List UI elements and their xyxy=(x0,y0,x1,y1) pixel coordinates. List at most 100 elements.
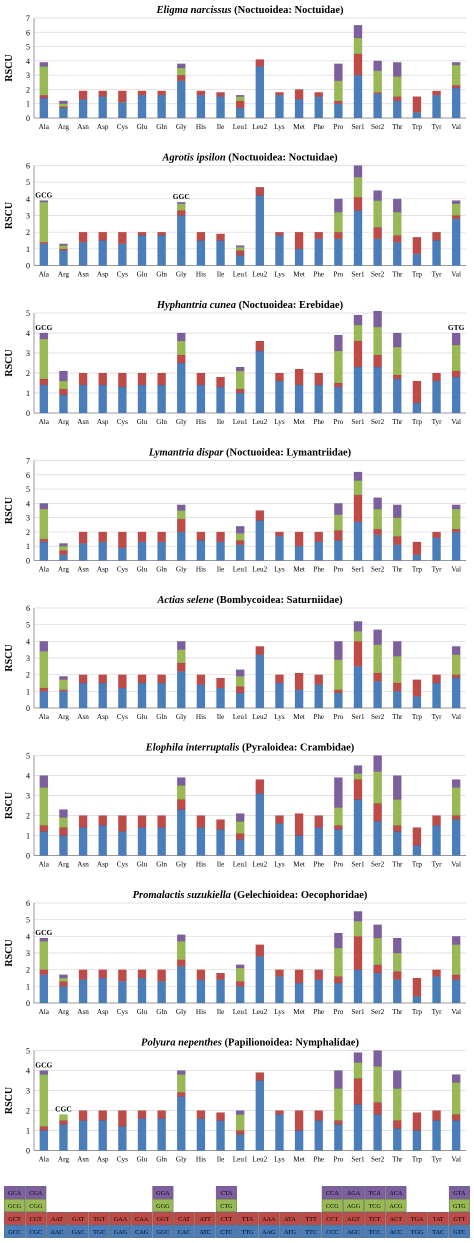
x-tick-label: Pro xyxy=(333,713,343,721)
bar-segment-tyr-2 xyxy=(432,969,441,977)
bar-segment-tyr-1 xyxy=(432,825,441,856)
codon-legend-label: AAC xyxy=(50,1229,63,1236)
bar-segment-phe-2 xyxy=(314,92,324,97)
codon-legend-cell xyxy=(215,1212,237,1225)
codon-legend-label: TCG xyxy=(368,1203,381,1210)
bar-segment-gly-4 xyxy=(176,202,186,204)
bar-segment-ala-2 xyxy=(39,1126,49,1131)
bar-segment-trp-2 xyxy=(412,827,422,846)
bar-segment-ser2-1 xyxy=(373,366,382,414)
bar-segment-gly-3 xyxy=(176,941,186,960)
bar-segment-asp-2 xyxy=(98,1110,108,1121)
y-tick-label: 3 xyxy=(26,514,30,523)
codon-legend-label: ACG xyxy=(389,1203,403,1210)
bar-segment-glu-1 xyxy=(137,94,147,119)
x-tick-label: Asp xyxy=(97,271,109,279)
bar-segment-arg-1 xyxy=(59,107,68,119)
bar-segment-leu1-3 xyxy=(235,247,245,251)
x-tick-label: Cys xyxy=(117,123,128,131)
y-tick-label: 6 xyxy=(26,471,30,480)
x-tick-label: Ile xyxy=(217,418,225,426)
bar-segment-arg-3 xyxy=(59,103,68,107)
x-tick-label: Ala xyxy=(39,713,50,721)
bar-segment-pro-3 xyxy=(334,1088,343,1121)
x-tick-label: His xyxy=(196,1156,206,1164)
codon-legend-label: CAG xyxy=(135,1229,149,1236)
bar-segment-ala-2 xyxy=(39,378,49,386)
y-tick-label: 4 xyxy=(26,57,30,66)
bar-segment-val-4 xyxy=(451,200,461,204)
bar-segment-val-3 xyxy=(451,1082,461,1115)
x-tick-label: Gln xyxy=(156,123,167,131)
codon-legend-label: GAG xyxy=(114,1229,128,1236)
bar-segment-ala-1 xyxy=(39,97,49,119)
bar-segment-gly-4 xyxy=(176,332,186,342)
bar-segment-asn-1 xyxy=(78,384,88,414)
chart-panel: Promalactis suzukiella (Gelechioidea: Oe… xyxy=(4,890,466,1016)
x-tick-label: Phe xyxy=(313,271,324,279)
bar-segment-met-2 xyxy=(294,368,304,386)
bar-segment-leu1-1 xyxy=(235,392,245,414)
bar-segment-leu1-3 xyxy=(235,821,245,834)
bar-segment-thr-3 xyxy=(392,212,402,236)
bar-segment-gly-3 xyxy=(176,785,186,800)
codon-legend-label: AGC xyxy=(347,1229,360,1236)
x-tick-label: Ser2 xyxy=(371,418,385,426)
bar-segment-ser1-3 xyxy=(353,631,363,642)
bar-segment-tyr-1 xyxy=(432,94,441,119)
bar-segment-glu-2 xyxy=(137,815,147,828)
bar-segment-asn-1 xyxy=(78,682,88,709)
bar-segment-arg-3 xyxy=(59,977,68,982)
bar-segment-arg-2 xyxy=(59,248,68,251)
bar-segment-met-1 xyxy=(294,384,304,414)
bar-segment-arg-4 xyxy=(59,543,68,547)
x-tick-label: Tyr xyxy=(432,1156,442,1164)
y-tick-label: 4 xyxy=(26,329,30,338)
bar-segment-leu1-3 xyxy=(235,96,245,102)
bar-segment-thr-4 xyxy=(392,1070,402,1089)
bar-segment-val-3 xyxy=(451,654,461,675)
bar-segment-val-4 xyxy=(451,332,461,346)
bar-segment-asp-2 xyxy=(98,90,108,97)
bar-segment-thr-1 xyxy=(392,378,402,414)
bar-segment-ala-2 xyxy=(39,687,49,692)
bar-segment-val-2 xyxy=(451,974,461,980)
bar-segment-gly-2 xyxy=(176,518,186,533)
bar-segment-ser1-3 xyxy=(353,177,363,198)
chart-title: Actias selene (Bombycoidea: Saturniidae) xyxy=(156,595,343,606)
bar-segment-ser2-3 xyxy=(373,771,382,804)
x-tick-label: Ser1 xyxy=(351,271,365,279)
bar-segment-lys-2 xyxy=(275,1110,284,1115)
bar-segment-val-2 xyxy=(451,528,461,533)
bar-segment-leu1-2 xyxy=(235,100,245,109)
codon-legend-label: GGT xyxy=(157,1216,170,1223)
bar-segment-ser1-1 xyxy=(353,666,363,709)
bar-segment-his-2 xyxy=(196,674,206,685)
bar-segment-asn-2 xyxy=(78,815,88,828)
bar-segment-gln-2 xyxy=(157,815,166,828)
bar-segment-phe-2 xyxy=(314,232,324,239)
bar-segment-thr-1 xyxy=(392,1128,402,1151)
x-tick-label: Asp xyxy=(97,566,109,574)
bar-segment-glu-2 xyxy=(137,232,147,236)
codon-legend-label: ATC xyxy=(199,1229,211,1236)
bar-segment-val-2 xyxy=(451,215,461,219)
bar-segment-gln-2 xyxy=(157,531,166,543)
bar-segment-trp-1 xyxy=(412,996,422,1004)
bar-segment-arg-2 xyxy=(59,981,68,987)
bar-segment-his-2 xyxy=(196,372,206,386)
codon-legend-label: CTT xyxy=(221,1216,233,1223)
bar-segment-gly-1 xyxy=(176,362,186,414)
bar-segment-thr-3 xyxy=(392,1088,402,1121)
codon-legend-label: TTG xyxy=(242,1229,255,1236)
bar-segment-ser2-4 xyxy=(373,924,382,939)
bar-segment-tyr-1 xyxy=(432,537,441,561)
chart-title: Lymantria dispar (Noctuoidea: Lymantriid… xyxy=(148,448,352,459)
bar-segment-gly-1 xyxy=(176,215,186,266)
x-tick-label: Trp xyxy=(412,566,423,574)
bar-segment-phe-2 xyxy=(314,815,324,828)
codon-legend-label: TTC xyxy=(305,1229,317,1236)
codon-legend-label: ATA xyxy=(284,1216,296,1223)
x-tick-label: Leu1 xyxy=(233,418,248,426)
bar-segment-leu2-2 xyxy=(255,944,265,957)
